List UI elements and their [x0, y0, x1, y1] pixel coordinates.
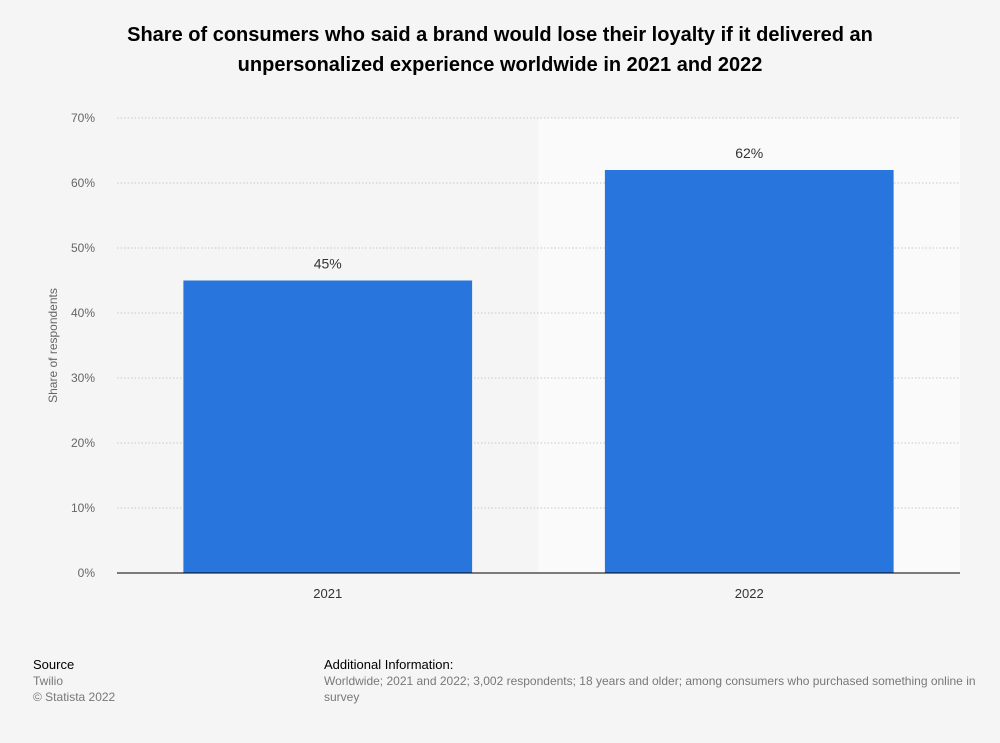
bar-2022[interactable]	[604, 170, 894, 573]
source-heading: Source	[33, 657, 75, 672]
y-tick-label: 60%	[71, 176, 95, 190]
additional-info-block: Additional Information: Worldwide; 2021 …	[324, 657, 1000, 705]
y-tick-label: 10%	[71, 501, 95, 515]
y-axis-label: Share of respondents	[46, 288, 60, 403]
additional-info-line-2: survey	[324, 690, 360, 704]
y-tick-label: 0%	[78, 566, 96, 580]
source-name: Twilio	[33, 674, 64, 688]
y-tick-label: 70%	[71, 111, 95, 125]
additional-info-heading: Additional Information:	[324, 657, 454, 672]
bar-2021[interactable]	[183, 280, 473, 574]
additional-info-line-1: Worldwide; 2021 and 2022; 3,002 responde…	[324, 674, 976, 688]
y-tick-label: 40%	[71, 306, 95, 320]
y-tick-label: 30%	[71, 371, 95, 385]
y-tick-label: 50%	[71, 241, 95, 255]
data-label-2022: 62%	[735, 145, 763, 161]
x-tick-label-2022: 2022	[735, 586, 764, 601]
source-block: Source Twilio © Statista 2022	[33, 657, 283, 705]
chart-title: Share of consumers who said a brand woul…	[127, 24, 873, 76]
x-tick-label-2021: 2021	[313, 586, 342, 601]
y-tick-label: 20%	[71, 436, 95, 450]
copyright: © Statista 2022	[33, 690, 116, 704]
data-label-2021: 45%	[314, 256, 342, 272]
